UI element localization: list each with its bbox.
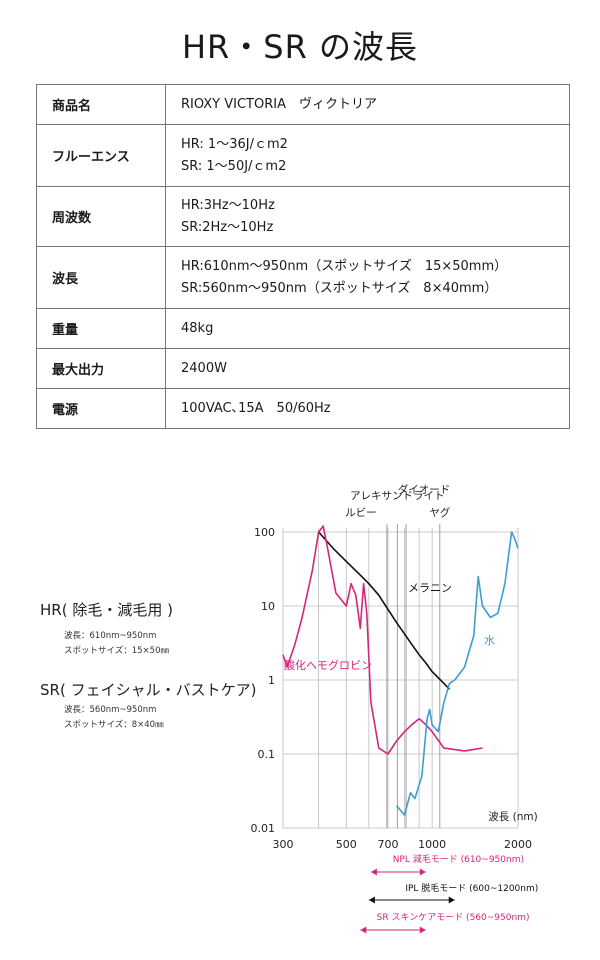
y-tick-label: 100 [254,526,275,539]
range-arrow-head [419,926,426,934]
range-arrow-head [370,868,377,876]
range-label: SR スキンケアモード (560~950nm) [377,912,530,923]
spec-label: 電源 [36,388,166,429]
laser-label: アレキサンドライト [350,490,445,502]
spec-value: HR:610nm〜950nm（スポットサイズ 15×50mm） SR:560nm… [165,246,570,309]
sr-mode-title: SR( フェイシャル・バストケア) [40,681,257,699]
laser-label: ルビー [345,507,377,519]
spec-label: 波長 [36,246,166,309]
x-tick-label: 2000 [504,838,532,851]
series-label: 水 [484,634,495,647]
range-arrow-head [360,926,367,934]
spec-line: RIOXY VICTORIA ヴィクトリア [181,96,377,112]
spec-row-max-output: 最大出力 2400W [36,348,570,389]
page-title: HR・SR の波長 [181,28,419,66]
spec-value: 2400W [165,348,570,389]
y-tick-label: 10 [261,600,275,613]
spec-row-product: 商品名 RIOXY VICTORIA ヴィクトリア [36,84,570,125]
x-tick-label: 700 [377,838,398,851]
spec-table: 商品名 RIOXY VICTORIA ヴィクトリア フルーエンス HR: 1〜3… [36,84,570,429]
spec-label: 商品名 [36,84,166,125]
laser-label: ヤグ [429,506,450,519]
series-line [395,531,519,816]
spec-line: 48kg [181,320,214,336]
spec-line: HR:3Hz〜10Hz [181,197,275,213]
spec-label: フルーエンス [36,124,166,187]
hr-spot-size: スポットサイズ：15×50㎜ [64,646,169,656]
spec-line: HR: 1〜36J/ｃm2 [181,136,288,152]
spec-value: 100VAC､15A 50/60Hz [165,388,570,429]
x-tick-label: 1000 [418,838,446,851]
spec-row-frequency: 周波数 HR:3Hz〜10Hz SR:2Hz〜10Hz [36,186,570,247]
range-arrow-head [368,896,375,904]
spec-value: RIOXY VICTORIA ヴィクトリア [165,84,570,125]
series-label: 酸化ヘモグロビン [284,658,372,672]
series-line [318,531,451,690]
spec-row-power: 電源 100VAC､15A 50/60Hz [36,388,570,429]
spec-value: HR:3Hz〜10Hz SR:2Hz〜10Hz [165,186,570,247]
hr-mode-title: HR( 除毛・減毛用 ) [40,601,173,619]
sr-spot-size: スポットサイズ：8×40㎜ [64,720,164,730]
spec-label: 周波数 [36,186,166,247]
chart-axes: 0.01 0.1 1 10 100 300 500 700 1000 2000 波長 (nm) [251,526,538,851]
x-axis-label: 波長 (nm) [488,810,537,823]
x-tick-label: 500 [336,838,357,851]
spec-value: 48kg [165,308,570,349]
y-tick-label: 0.01 [251,822,276,835]
series-label: メラニン [408,581,452,594]
spec-line: SR: 1〜50J/ｃm2 [181,158,287,174]
spec-line: 100VAC､15A 50/60Hz [181,400,331,416]
spec-label: 最大出力 [36,348,166,389]
y-tick-label: 0.1 [258,748,276,761]
laser-label: ダイオード [398,483,451,496]
spec-line: 2400W [181,360,227,376]
spec-row-weight: 重量 48kg [36,308,570,349]
spec-line: HR:610nm〜950nm（スポットサイズ 15×50mm） [181,258,508,274]
range-arrow-head [419,868,426,876]
spec-row-wavelength: 波長 HR:610nm〜950nm（スポットサイズ 15×50mm） SR:56… [36,246,570,309]
x-tick-label: 300 [273,838,294,851]
range-label: IPL 脱毛モード (600~1200nm) [405,882,538,894]
mode-ranges: NPL 減毛モード (610~950nm) IPL 脱毛モード (600~1200… [360,853,538,934]
spec-label: 重量 [36,308,166,349]
hr-wavelength: 波長：610nm~950nm [64,631,157,641]
chart-grid [282,528,519,829]
series-line [282,525,483,755]
spec-line: SR:560nm〜950nm（スポットサイズ 8×40mm） [181,280,498,296]
sr-wavelength: 波長：560nm~950nm [64,705,157,715]
y-tick-label: 1 [268,674,275,687]
range-label: NPL 減毛モード (610~950nm) [393,853,524,865]
spec-line: SR:2Hz〜10Hz [181,219,274,235]
range-arrow-head [448,896,455,904]
